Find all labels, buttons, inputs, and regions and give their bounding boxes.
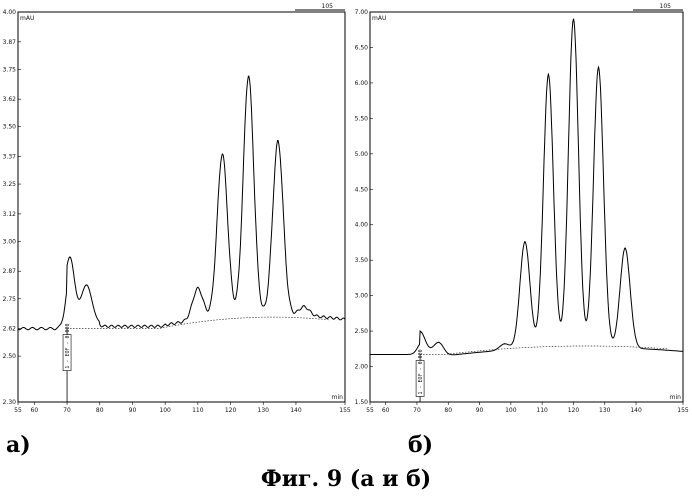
x-tick-label: 90: [476, 407, 484, 414]
y-axis-unit: mAU: [20, 15, 34, 22]
x-axis-unit: min: [670, 394, 682, 401]
series-line: [18, 76, 345, 329]
y-tick-label: 6.00: [355, 80, 369, 87]
corner-label: 105: [322, 3, 334, 10]
y-tick-label: 5.00: [355, 151, 369, 158]
y-tick-label: 2.75: [3, 296, 17, 303]
x-tick-label: 80: [96, 407, 104, 414]
x-tick-label: 70: [63, 407, 71, 414]
x-tick-label: 60: [31, 407, 39, 414]
plot-frame: [370, 12, 683, 402]
y-tick-label: 3.00: [355, 293, 369, 300]
y-tick-label: 2.87: [3, 268, 17, 275]
x-tick-label: 155: [339, 407, 351, 414]
x-tick-label: 110: [192, 407, 204, 414]
x-tick-label: 120: [568, 407, 580, 414]
x-tick-label: 100: [505, 407, 517, 414]
y-tick-label: 3.50: [355, 257, 369, 264]
y-tick-label: 2.62: [3, 326, 17, 333]
y-tick-label: 7.00: [355, 9, 369, 16]
y-tick-label: 1.50: [355, 399, 369, 406]
y-tick-label: 2.00: [355, 364, 369, 371]
y-tick-label: 3.00: [3, 238, 17, 245]
x-tick-label: 130: [599, 407, 611, 414]
data-point: [197, 287, 198, 288]
y-tick-label: 3.25: [3, 181, 17, 188]
x-tick-label: 55: [366, 407, 374, 414]
integration-baseline: [67, 317, 329, 329]
data-point: [277, 140, 278, 141]
figure-caption: Фиг. 9 (а и б): [0, 466, 692, 492]
x-tick-label: 60: [382, 407, 390, 414]
y-tick-label: 2.30: [3, 399, 17, 406]
chart-panel-b: 105 mAU min 1.50 2.00 2.50 3.00 3.50 4.00 4.50 5.0…: [355, 3, 689, 414]
eof-marker-label: 1 - EOF - 0.000: [65, 323, 71, 368]
data-point: [573, 19, 574, 20]
chart-panel-a: 105 mAU min 2.30 2.50 2.62 2.75 2.87 3.00 3.12 3.2…: [3, 3, 351, 414]
data-point: [598, 67, 599, 68]
data-point: [304, 305, 305, 306]
x-tick-label: 55: [14, 407, 22, 414]
y-tick-label: 4.00: [3, 9, 17, 16]
corner-label: 105: [660, 3, 672, 10]
x-axis-unit: min: [332, 394, 344, 401]
y-tick-label: 3.12: [3, 211, 17, 218]
x-tick-label: 120: [225, 407, 237, 414]
data-point: [548, 74, 549, 75]
eof-marker-label: 1 - EOF - 0.000: [418, 349, 424, 394]
x-tick-label: 155: [677, 407, 689, 414]
x-tick-label: 70: [413, 407, 421, 414]
panel-label-b: б): [408, 432, 433, 458]
data-point: [248, 76, 249, 77]
integration-baseline: [420, 346, 667, 355]
data-point: [625, 248, 626, 249]
y-tick-label: 3.37: [3, 154, 17, 161]
panel-label-a: а): [6, 432, 31, 458]
series-line: [370, 19, 683, 355]
y-tick-label: 3.62: [3, 96, 17, 103]
y-tick-label: 2.50: [3, 353, 17, 360]
data-point: [421, 332, 422, 333]
x-tick-label: 140: [630, 407, 642, 414]
y-tick-label: 3.75: [3, 66, 17, 73]
data-point: [438, 342, 439, 343]
y-tick-label: 6.50: [355, 44, 369, 51]
x-tick-label: 80: [444, 407, 452, 414]
y-tick-label: 5.50: [355, 115, 369, 122]
data-point: [222, 154, 223, 155]
x-tick-label: 100: [159, 407, 171, 414]
y-tick-label: 4.00: [355, 222, 369, 229]
y-tick-label: 3.87: [3, 39, 17, 46]
y-tick-label: 2.50: [355, 328, 369, 335]
data-point: [504, 343, 505, 344]
data-point: [524, 241, 525, 242]
y-axis-unit: mAU: [372, 15, 386, 22]
x-tick-label: 140: [290, 407, 302, 414]
data-point: [86, 284, 87, 285]
x-tick-label: 130: [258, 407, 270, 414]
y-tick-label: 3.50: [3, 124, 17, 131]
x-tick-label: 110: [536, 407, 548, 414]
x-tick-label: 90: [129, 407, 137, 414]
data-point: [70, 257, 71, 258]
y-tick-label: 4.50: [355, 186, 369, 193]
